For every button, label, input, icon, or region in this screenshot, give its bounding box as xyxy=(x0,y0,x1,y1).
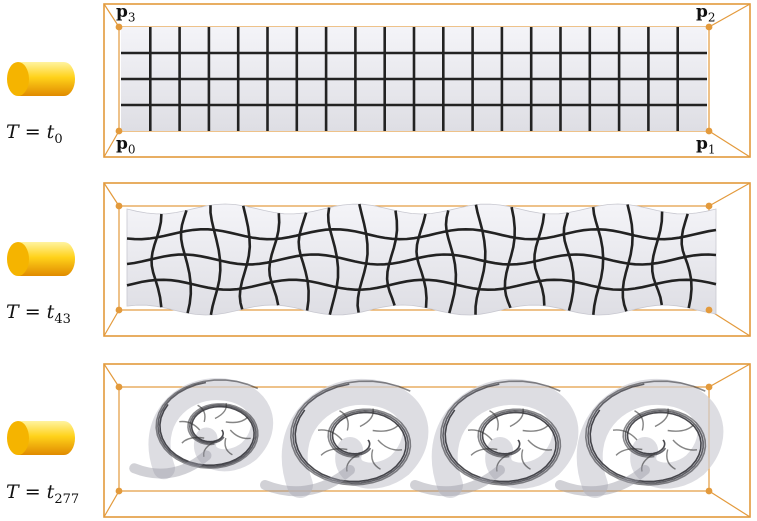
corner-label-base: p xyxy=(116,134,128,154)
panel-t277 xyxy=(103,363,751,518)
corner-markers xyxy=(115,23,713,135)
time-label-text: T = t xyxy=(6,301,55,323)
panel-t43 xyxy=(103,182,751,337)
time-label-sub: 277 xyxy=(54,492,80,507)
corner-label-index: 2 xyxy=(707,10,716,25)
cylinder-icon xyxy=(7,62,75,96)
corner-label-p1: p1 xyxy=(696,134,716,156)
corner-label-p2: p2 xyxy=(696,2,716,24)
corner-label-p0: p0 xyxy=(116,134,136,156)
corner-label-base: p xyxy=(696,134,708,154)
time-label-sub: 43 xyxy=(54,312,71,327)
time-label-t277: T = t277 xyxy=(6,481,79,507)
time-label-text: T = t xyxy=(6,121,55,143)
vortex-sheet xyxy=(129,378,724,498)
panel-t0 xyxy=(103,3,751,158)
corner-label-base: p xyxy=(696,2,708,22)
corner-markers xyxy=(115,202,713,314)
corner-label-base: p xyxy=(116,2,128,22)
grid-lines xyxy=(121,27,707,131)
corner-label-p3: p3 xyxy=(116,2,136,24)
time-label-text: T = t xyxy=(6,481,55,503)
grid-lines xyxy=(126,203,717,316)
cylinder-icon xyxy=(7,242,75,276)
corner-label-index: 1 xyxy=(707,142,716,157)
time-label-t43: T = t43 xyxy=(6,301,71,327)
time-label-t0: T = t0 xyxy=(6,121,63,147)
corner-label-index: 0 xyxy=(127,142,136,157)
time-label-sub: 0 xyxy=(54,132,63,147)
corner-label-index: 3 xyxy=(127,10,136,25)
cylinder-icon xyxy=(7,421,75,455)
corner-markers xyxy=(115,383,713,495)
